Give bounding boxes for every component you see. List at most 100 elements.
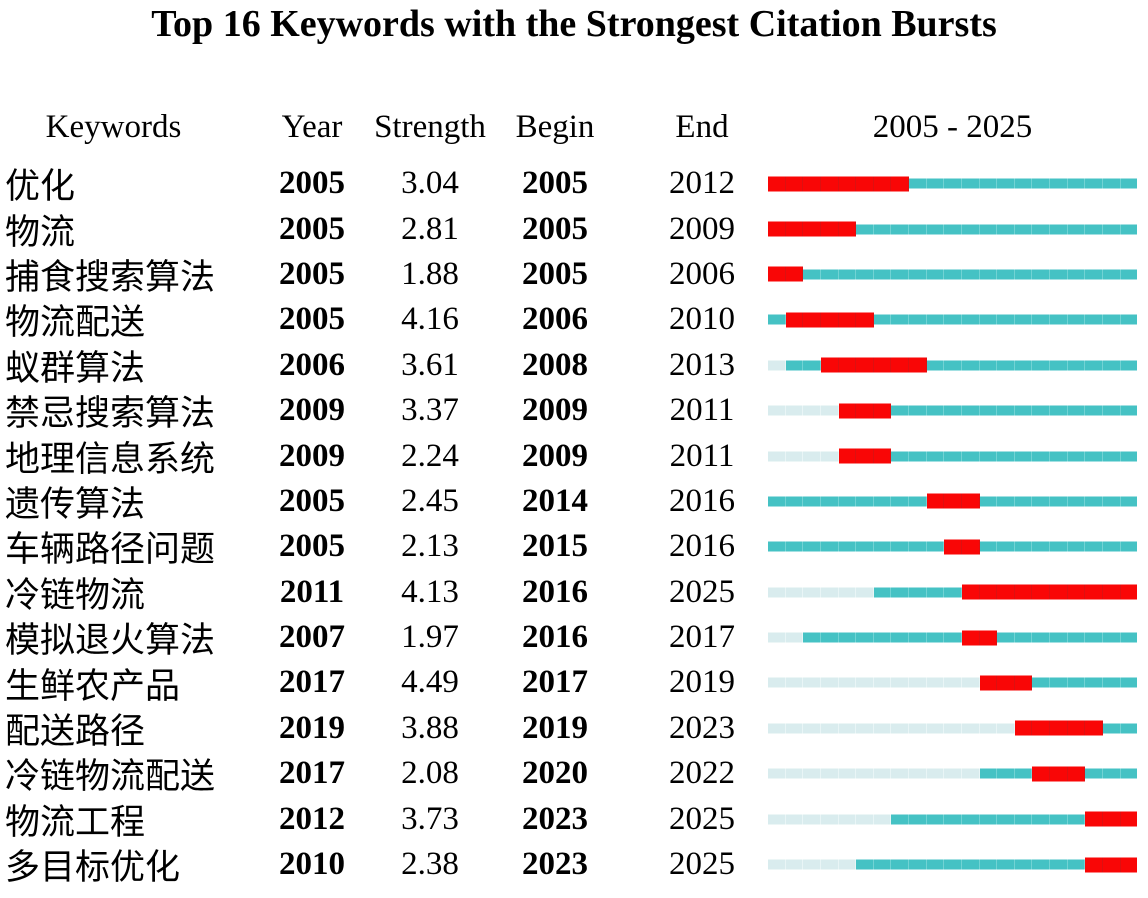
year-segment-2005 bbox=[768, 677, 786, 688]
table-row: 配送路径 2019 3.88 2019 2023 bbox=[0, 706, 1148, 751]
year-segment-2014 bbox=[926, 677, 945, 688]
begin-value: 2009 bbox=[522, 437, 588, 474]
year-segment-2024 bbox=[1102, 451, 1121, 462]
year-segment-2019 bbox=[1014, 451, 1033, 462]
burst-timeline-bar bbox=[768, 539, 1138, 555]
year-segment-2016 bbox=[961, 584, 980, 600]
year-segment-2021 bbox=[1050, 859, 1068, 870]
year-segment-2008 bbox=[820, 677, 839, 688]
year-segment-2021 bbox=[1050, 405, 1068, 416]
year-segment-2015 bbox=[944, 768, 962, 779]
strength-value: 4.49 bbox=[401, 664, 459, 701]
year-segment-2012 bbox=[891, 224, 909, 235]
year-segment-2010 bbox=[856, 403, 874, 419]
end-value: 2013 bbox=[669, 346, 735, 383]
year-segment-2011 bbox=[873, 176, 892, 192]
year-segment-2023 bbox=[1085, 451, 1103, 462]
year-segment-2008 bbox=[820, 632, 839, 643]
year-segment-2016 bbox=[961, 630, 980, 646]
year-segment-2018 bbox=[997, 632, 1015, 643]
year-segment-2008 bbox=[820, 814, 839, 825]
year-segment-2016 bbox=[961, 178, 980, 189]
keyword-label: 模拟退火算法 bbox=[5, 621, 216, 661]
year-segment-2013 bbox=[909, 357, 927, 373]
year-segment-2011 bbox=[873, 632, 892, 643]
burst-timeline-bar bbox=[768, 266, 1138, 282]
year-segment-2006 bbox=[785, 814, 804, 825]
keyword-label: 优化 bbox=[5, 167, 76, 207]
year-segment-2008 bbox=[820, 405, 839, 416]
year-segment-2011 bbox=[873, 587, 892, 598]
year-segment-2019 bbox=[1014, 178, 1033, 189]
year-segment-2005 bbox=[768, 360, 786, 371]
year-segment-2011 bbox=[873, 403, 892, 419]
year-segment-2021 bbox=[1050, 314, 1068, 325]
year-segment-2010 bbox=[856, 269, 874, 280]
year-segment-2022 bbox=[1067, 632, 1086, 643]
year-value: 2017 bbox=[279, 755, 345, 792]
year-segment-2023 bbox=[1085, 857, 1103, 873]
year-segment-2013 bbox=[909, 496, 927, 507]
year-segment-2024 bbox=[1102, 768, 1121, 779]
year-segment-2020 bbox=[1032, 814, 1050, 825]
year-segment-2018 bbox=[997, 405, 1015, 416]
end-value: 2016 bbox=[669, 528, 735, 565]
year-segment-2013 bbox=[909, 723, 927, 734]
year-segment-2012 bbox=[891, 357, 909, 373]
year-segment-2021 bbox=[1050, 224, 1068, 235]
year-segment-2021 bbox=[1050, 632, 1068, 643]
year-segment-2009 bbox=[838, 859, 857, 870]
year-segment-2005 bbox=[768, 814, 786, 825]
year-value: 2009 bbox=[279, 392, 345, 429]
year-value: 2019 bbox=[279, 709, 345, 746]
begin-value: 2014 bbox=[522, 482, 588, 519]
year-segment-2022 bbox=[1067, 269, 1086, 280]
year-segment-2008 bbox=[820, 221, 839, 237]
year-segment-2018 bbox=[997, 451, 1015, 462]
year-segment-2025 bbox=[1120, 677, 1138, 688]
year-segment-2008 bbox=[820, 768, 839, 779]
keyword-label: 物流配送 bbox=[5, 303, 146, 343]
burst-timeline-bar bbox=[768, 221, 1138, 237]
year-segment-2017 bbox=[979, 451, 998, 462]
end-value: 2025 bbox=[669, 800, 735, 837]
burst-timeline-bar bbox=[768, 403, 1138, 419]
begin-value: 2009 bbox=[522, 392, 588, 429]
begin-value: 2023 bbox=[522, 800, 588, 837]
year-segment-2009 bbox=[838, 448, 857, 464]
end-value: 2009 bbox=[669, 210, 735, 247]
year-segment-2019 bbox=[1014, 405, 1033, 416]
year-segment-2006 bbox=[785, 266, 804, 282]
year-segment-2023 bbox=[1085, 720, 1103, 736]
keyword-label: 遗传算法 bbox=[5, 484, 146, 524]
year-segment-2024 bbox=[1102, 632, 1121, 643]
year-segment-2010 bbox=[856, 448, 874, 464]
year-segment-2011 bbox=[873, 448, 892, 464]
year-segment-2012 bbox=[891, 677, 909, 688]
year-segment-2008 bbox=[820, 496, 839, 507]
year-segment-2018 bbox=[997, 723, 1015, 734]
year-segment-2024 bbox=[1102, 584, 1121, 600]
year-segment-2005 bbox=[768, 176, 786, 192]
year-segment-2022 bbox=[1067, 360, 1086, 371]
begin-value: 2019 bbox=[522, 709, 588, 746]
year-segment-2010 bbox=[856, 312, 874, 328]
strength-value: 1.97 bbox=[401, 619, 459, 656]
burst-timeline-bar bbox=[768, 857, 1138, 873]
year-segment-2008 bbox=[820, 312, 839, 328]
year-segment-2012 bbox=[891, 405, 909, 416]
year-segment-2019 bbox=[1014, 675, 1033, 691]
year-segment-2025 bbox=[1120, 405, 1138, 416]
keyword-label: 地理信息系统 bbox=[5, 439, 216, 479]
year-value: 2005 bbox=[279, 528, 345, 565]
year-value: 2011 bbox=[279, 573, 345, 610]
year-segment-2011 bbox=[873, 357, 892, 373]
year-segment-2015 bbox=[944, 405, 962, 416]
year-segment-2005 bbox=[768, 541, 786, 552]
strength-value: 3.88 bbox=[401, 709, 459, 746]
year-segment-2012 bbox=[891, 723, 909, 734]
year-segment-2010 bbox=[856, 632, 874, 643]
year-segment-2007 bbox=[803, 221, 821, 237]
year-segment-2017 bbox=[979, 360, 998, 371]
year-segment-2006 bbox=[785, 221, 804, 237]
